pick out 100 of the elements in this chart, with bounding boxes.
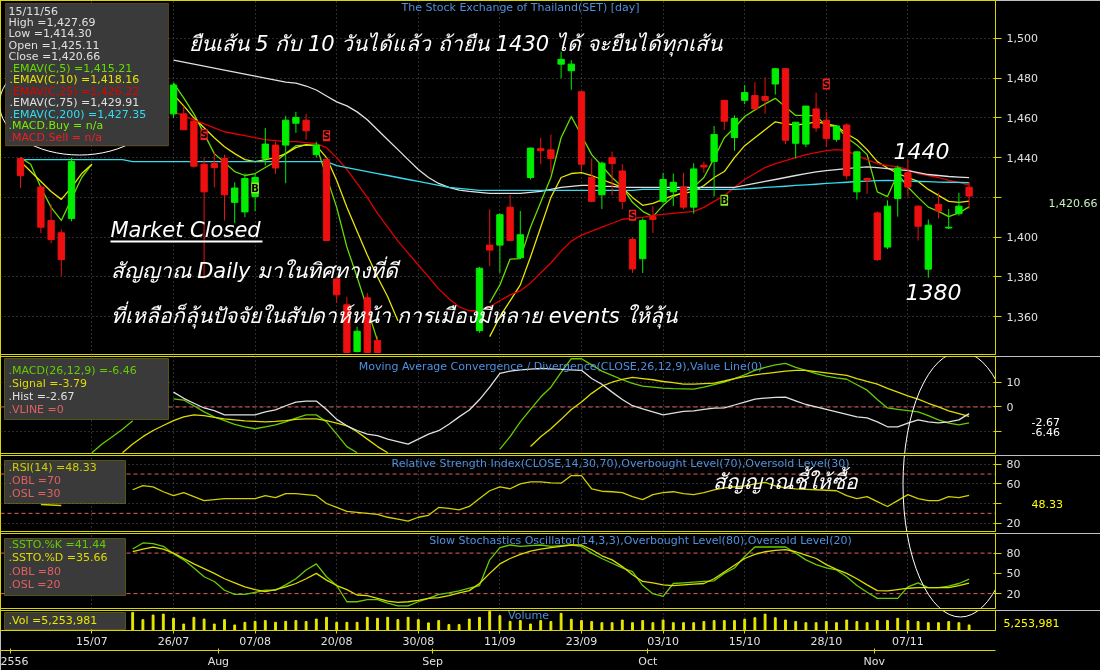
x-tick-label: 15/10 <box>728 634 761 648</box>
text: Aug <box>207 654 230 668</box>
candlestick <box>567 59 575 91</box>
y-tick-label: 1,380 <box>1006 270 1038 284</box>
x-tick-label: 26/07 <box>157 634 190 648</box>
candlestick <box>761 76 769 115</box>
candlestick <box>659 172 667 204</box>
candlestick <box>180 105 188 131</box>
text: .SSTO.%K =41.44 <box>8 538 107 551</box>
annotation: Close =1,420.66 <box>8 50 101 64</box>
annotation: S <box>628 209 637 221</box>
y-tick-label: 1,500 <box>1006 32 1038 46</box>
y-tick-label: 50 <box>1006 567 1021 581</box>
candlestick <box>537 137 545 165</box>
text: .EMAV(C,10) =1,418.16 <box>9 73 140 87</box>
annotation: 1380 <box>905 280 962 306</box>
candlestick <box>914 204 922 242</box>
candlestick <box>792 121 800 159</box>
candlestick <box>608 151 616 196</box>
text: 2556 <box>0 654 29 668</box>
annotation: 15/11/56 <box>8 4 58 18</box>
ref-line-label: .OBL =70 <box>8 474 62 487</box>
annotation: B <box>720 194 729 206</box>
candlestick <box>16 157 25 189</box>
x-tick-label: 30/08 <box>402 634 435 648</box>
text: .EMAV(C,25) =1,426.22 <box>9 84 140 98</box>
x-tick-label: 07/08 <box>239 634 271 648</box>
candlestick <box>588 157 596 203</box>
y-tick-label: 80 <box>1006 458 1021 472</box>
candlestick <box>822 111 830 148</box>
candlestick <box>771 67 779 96</box>
y-tick-label: 1,480 <box>1006 72 1038 86</box>
y-tick-label: 1,460 <box>1006 111 1038 125</box>
candlestick <box>486 208 494 267</box>
annotation: Open =1,425.11 <box>8 38 100 52</box>
candlestick <box>700 161 708 174</box>
ref-line-label: .OSL =20 <box>8 577 61 591</box>
y-tick-label: 1,440 <box>1006 151 1038 165</box>
y-tick-label: 60 <box>1006 477 1021 491</box>
text: .SSTO.%D =35.66 <box>8 551 108 565</box>
annotation: Low =1,414.30 <box>8 27 92 41</box>
candlestick <box>730 114 739 152</box>
candlestick <box>302 113 310 141</box>
candlestick <box>547 134 555 174</box>
annotation: S <box>822 78 830 90</box>
x-tick-label: 03/10 <box>647 634 679 648</box>
y-tick-label: 1,360 <box>1006 310 1038 324</box>
text: 48.33 <box>1031 497 1063 511</box>
ref-line-label: .OBL =80 <box>8 564 62 578</box>
x-tick-label: 11/09 <box>484 634 516 648</box>
text: Nov <box>863 654 886 668</box>
candlestick <box>965 181 973 210</box>
candlestick <box>679 172 688 210</box>
y-tick-label: 1,400 <box>1006 231 1038 245</box>
candlestick <box>261 127 269 167</box>
text: .RSI(14) =48.33 <box>8 461 97 474</box>
text: Oct <box>638 654 658 668</box>
candlestick <box>934 192 943 219</box>
candlestick <box>292 111 300 134</box>
chart-title: The Stock Exchange of Thailand(SET) [day] <box>400 0 640 14</box>
y-tick-label: 0 <box>1006 400 1014 414</box>
candlestick <box>649 205 657 234</box>
candlestick <box>271 141 280 175</box>
x-tick-label: 20/08 <box>320 634 353 648</box>
annotation: High =1,427.69 <box>8 16 96 30</box>
chart-title: Slow Stochastics Oscillator(14,3,3),Overbought Level(80),Oversold Level(20) <box>429 534 852 547</box>
x-tick-label: 28/10 <box>810 634 843 648</box>
y-tick-label: 80 <box>1006 547 1021 561</box>
text: .EMAV(C,200) =1,427.35 <box>9 107 147 121</box>
annotation: .MACD.Buy = n/a <box>8 119 104 133</box>
candlestick <box>516 210 524 260</box>
candlestick <box>557 51 565 79</box>
x-tick-label: 15/07 <box>76 634 108 648</box>
text: .Hist =-2.67 <box>8 390 75 403</box>
y-tick-label: 20 <box>1006 587 1021 601</box>
candlestick <box>47 203 55 244</box>
candlestick <box>904 158 912 198</box>
candlestick <box>955 192 963 217</box>
text: .MACD(26,12,9) =-6.46 <box>8 364 137 377</box>
annotation: S <box>322 130 331 142</box>
candlestick <box>812 92 820 133</box>
x-tick-label: 07/11 <box>892 634 924 648</box>
candlestick <box>669 173 677 207</box>
annotation: 1440 <box>893 138 950 164</box>
text: 1,420.66 <box>1048 197 1098 211</box>
chart-title: Volume <box>508 609 550 622</box>
text: 5,253,981 <box>1003 616 1060 630</box>
candlestick <box>210 151 218 188</box>
text: .EMAV(C,75) =1,429.91 <box>9 96 140 110</box>
annotation: S <box>200 129 208 141</box>
text: .Vol =5,253,981 <box>8 614 98 627</box>
y-tick-label: 20 <box>1006 517 1021 531</box>
x-tick-label: 23/09 <box>565 634 598 648</box>
ref-line-label: .VLINE =0 <box>8 403 64 416</box>
candlestick <box>751 81 759 111</box>
candlestick <box>741 84 749 105</box>
text: Sep <box>422 654 443 668</box>
annotation: B <box>251 182 259 194</box>
annotation: ยืนเส้น 5 กับ 10 วันได้แล้ว ถ้ายืน 1430 ได้ จะยืนได้ทุกเส้น <box>188 31 724 57</box>
y-tick-label: 10 <box>1006 376 1021 390</box>
